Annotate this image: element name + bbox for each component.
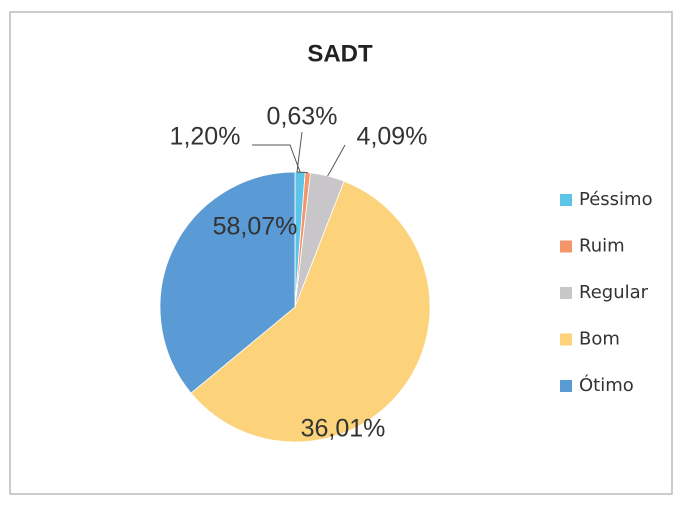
legend-label: Péssimo: [579, 189, 653, 210]
legend-swatch: [560, 194, 572, 206]
legend-label: Bom: [579, 329, 620, 350]
data-label: 1,20%: [170, 123, 241, 151]
leader-line: [252, 144, 301, 173]
legend-label: Regular: [579, 282, 649, 303]
data-label: 36,01%: [301, 415, 386, 443]
chart-title: SADT: [307, 40, 373, 67]
data-label: 0,63%: [267, 103, 338, 131]
legend-swatch: [560, 287, 572, 299]
pie-slice: [190, 180, 431, 443]
data-label: 4,09%: [357, 123, 428, 151]
legend-swatch: [560, 333, 572, 346]
leader-line: [327, 144, 346, 177]
pie-slice: [159, 171, 296, 394]
legend-swatch: [560, 380, 572, 392]
legend-label: Ótimo: [579, 374, 634, 396]
legend-swatch: [560, 240, 572, 253]
leader-line: [296, 131, 308, 174]
legend-label: Ruim: [579, 236, 625, 257]
data-label: 58,07%: [213, 213, 298, 241]
